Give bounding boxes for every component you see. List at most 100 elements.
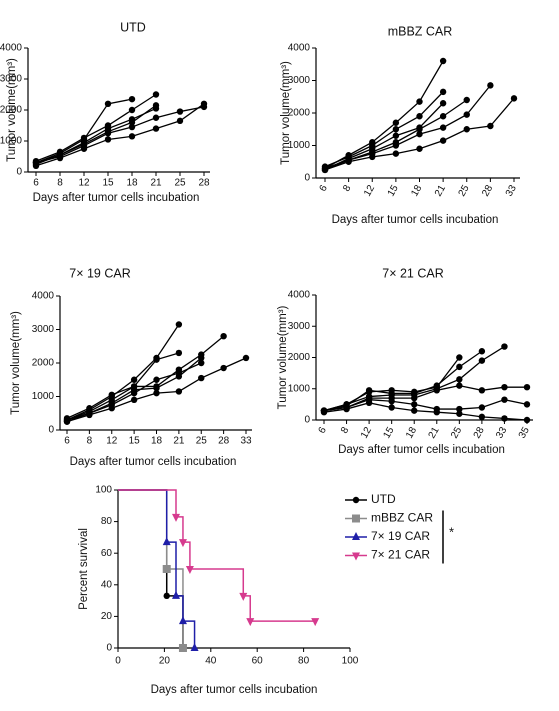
- x-tick-label: 12: [362, 183, 377, 199]
- marker: [80, 145, 88, 152]
- marker: [80, 134, 88, 142]
- marker: [456, 354, 463, 361]
- marker: [433, 387, 440, 394]
- marker: [128, 106, 136, 114]
- marker: [104, 130, 112, 137]
- marker: [246, 618, 255, 627]
- x-axis-title: Days after tumor cells incubation: [332, 214, 499, 226]
- marker: [411, 407, 418, 414]
- x-tick-label: 80: [298, 656, 310, 667]
- x-tick-label: 12: [78, 178, 90, 189]
- series-line: [66, 352, 180, 419]
- marker: [162, 537, 171, 546]
- marker: [163, 592, 170, 600]
- marker: [198, 359, 205, 367]
- marker: [162, 565, 171, 573]
- x-tick-label: 15: [129, 436, 141, 447]
- marker: [152, 91, 160, 98]
- series-line: [324, 102, 444, 171]
- marker: [365, 399, 373, 407]
- x-tick-label: 20: [159, 656, 171, 667]
- series-line: [324, 91, 444, 168]
- marker: [456, 410, 463, 417]
- y-tick-label: 3000: [0, 74, 22, 85]
- marker: [439, 124, 447, 131]
- marker: [388, 404, 395, 411]
- marker: [501, 383, 508, 391]
- marker: [152, 114, 160, 121]
- marker: [104, 125, 112, 132]
- x-axis-title: Days after tumor cells incubation: [338, 444, 505, 456]
- y-axis-title: Tumor volume(mm³): [280, 61, 292, 165]
- marker: [176, 117, 184, 125]
- marker: [175, 321, 183, 328]
- x-axis-title: Days after tumor cells incubation: [70, 456, 237, 468]
- marker: [176, 108, 184, 115]
- marker: [478, 413, 486, 421]
- series-line: [323, 384, 527, 412]
- y-axis-title: Tumor volume(mm³): [10, 311, 22, 415]
- legend-label: UTD: [371, 492, 396, 506]
- x-tick-label: 18: [126, 178, 138, 189]
- marker: [104, 136, 112, 143]
- series-line: [324, 84, 491, 171]
- marker: [523, 383, 531, 391]
- series-line: [35, 103, 205, 167]
- y-tick-label: 60: [101, 548, 113, 559]
- marker: [152, 125, 160, 132]
- marker: [130, 396, 138, 404]
- marker: [104, 100, 112, 108]
- x-tick-label: 25: [457, 183, 472, 199]
- marker: [416, 145, 423, 152]
- marker: [463, 126, 470, 133]
- x-tick-label: 8: [87, 436, 93, 447]
- marker: [392, 126, 400, 133]
- y-tick-label: 0: [304, 173, 310, 184]
- y-tick-label: 2000: [288, 108, 311, 119]
- marker: [345, 158, 352, 165]
- x-tick-label: 0: [115, 656, 121, 667]
- y-tick-label: 3000: [32, 324, 55, 335]
- x-tick-label: 28: [218, 436, 230, 447]
- marker: [392, 142, 400, 149]
- x-tick-label: 40: [205, 656, 217, 667]
- marker: [128, 116, 136, 123]
- marker: [178, 616, 187, 625]
- marker: [478, 348, 486, 355]
- series-line: [35, 93, 157, 162]
- marker: [198, 374, 205, 382]
- legend-label: 7× 19 CAR: [371, 529, 430, 543]
- marker: [220, 333, 227, 340]
- marker: [108, 405, 115, 412]
- marker: [128, 95, 136, 103]
- y-tick-label: 1000: [0, 136, 22, 147]
- x-axis-title: Days after tumor cells incubation: [33, 192, 200, 204]
- marker: [343, 405, 350, 413]
- marker: [130, 376, 138, 383]
- chart-title: UTD: [120, 20, 146, 34]
- x-tick-label: 33: [504, 183, 519, 199]
- y-tick-label: 20: [101, 611, 113, 622]
- marker: [392, 132, 400, 139]
- marker: [478, 357, 486, 364]
- x-tick-label: 33: [494, 425, 509, 441]
- chart-title: 7× 21 CAR: [382, 266, 444, 280]
- marker: [411, 401, 418, 408]
- y-tick-label: 4000: [32, 291, 55, 302]
- x-tick-label: 6: [318, 183, 331, 194]
- y-tick-label: 4000: [288, 290, 311, 301]
- y-axis-title: Percent survival: [78, 528, 90, 610]
- y-tick-label: 0: [48, 425, 54, 436]
- marker: [152, 105, 160, 112]
- legend-label: mBBZ CAR: [371, 511, 433, 525]
- legend-label: 7× 21 CAR: [371, 548, 430, 562]
- survival-line: [118, 489, 184, 648]
- y-tick-label: 0: [304, 415, 310, 426]
- y-tick-label: 2000: [32, 358, 55, 369]
- x-tick-label: 21: [433, 183, 448, 199]
- marker: [478, 404, 486, 411]
- marker: [523, 416, 531, 424]
- marker: [510, 95, 518, 102]
- x-tick-label: 25: [449, 425, 464, 441]
- y-tick-label: 0: [106, 643, 112, 654]
